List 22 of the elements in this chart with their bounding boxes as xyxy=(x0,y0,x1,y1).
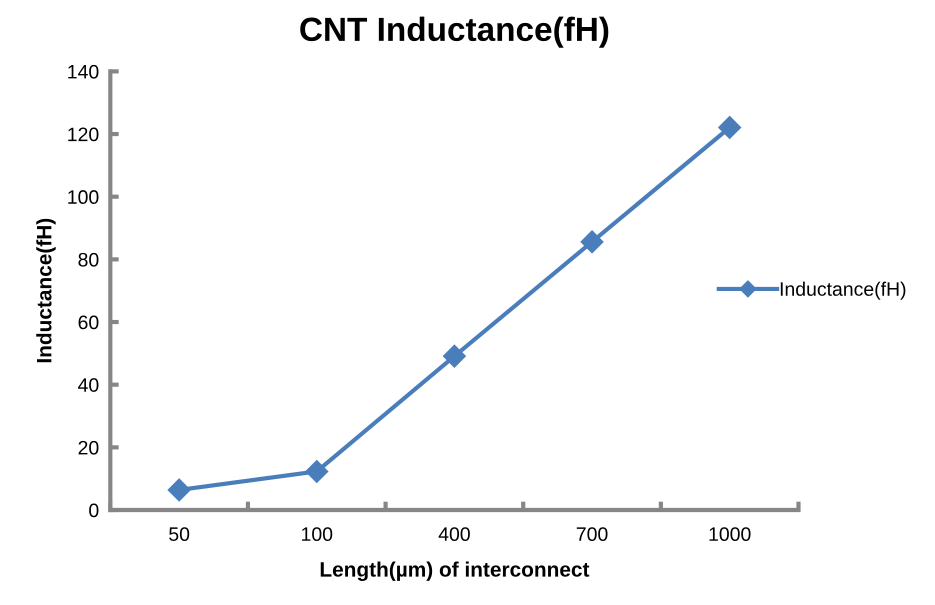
y-tick-label: 0 xyxy=(89,503,98,518)
y-tick-label: 120 xyxy=(68,128,98,142)
x-tick-label: 50 xyxy=(169,527,190,541)
x-tick-label: 400 xyxy=(438,527,470,541)
point xyxy=(718,116,742,139)
x-tick-label: 100 xyxy=(302,527,332,541)
point xyxy=(442,344,466,368)
point xyxy=(168,478,191,502)
x-tick-label: 700 xyxy=(576,527,608,541)
x-tick-label: 1000 xyxy=(710,527,751,541)
y-axis-title: Inductance(fH) xyxy=(36,218,56,362)
point xyxy=(580,230,604,254)
x-axis-title: Length(µm) of interconnect xyxy=(320,561,590,581)
y-tick-label: 100 xyxy=(68,190,98,204)
y-tick-label: 140 xyxy=(68,64,98,79)
chart-title: CNT Inductance(fH) xyxy=(300,16,608,48)
y-tick-label: 20 xyxy=(78,440,98,455)
y-tick-label: 80 xyxy=(78,252,98,267)
y-tick-label: 40 xyxy=(78,378,98,392)
legend-label: Inductance(fH) xyxy=(780,282,906,300)
point xyxy=(305,460,328,483)
y-tick-label: 60 xyxy=(78,316,98,330)
